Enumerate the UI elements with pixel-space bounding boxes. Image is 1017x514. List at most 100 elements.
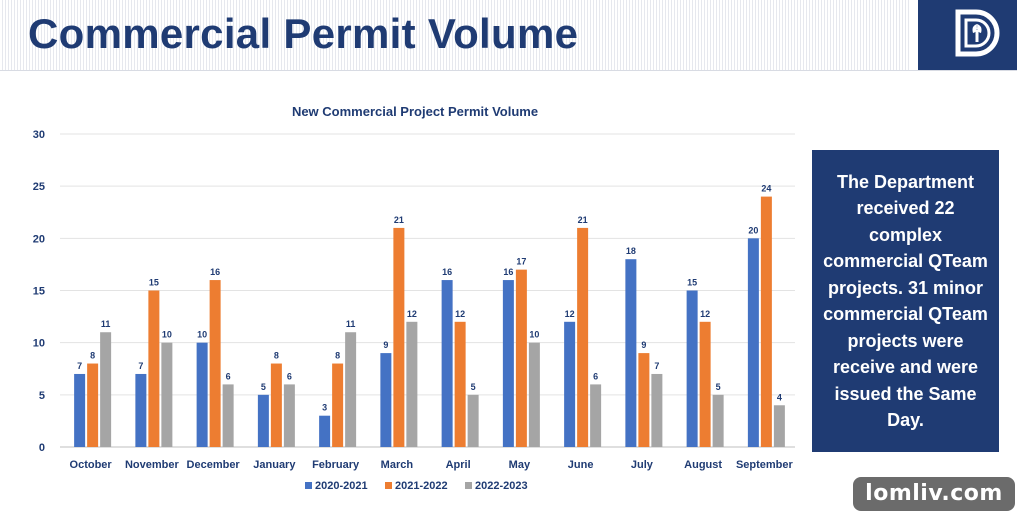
data-label: 21 — [578, 215, 588, 225]
data-label: 24 — [761, 184, 771, 194]
header-band — [0, 0, 1017, 71]
data-label: 12 — [565, 309, 575, 319]
data-label: 11 — [101, 319, 111, 329]
data-label: 7 — [138, 361, 143, 371]
bar-2022-2023 — [590, 384, 602, 447]
bar-2021-2022 — [332, 363, 344, 447]
x-tick-label: August — [684, 459, 722, 471]
data-label: 11 — [346, 319, 356, 329]
chart-title: New Commercial Project Permit Volume — [292, 104, 538, 119]
bar-2022-2023 — [100, 332, 112, 447]
bar-2022-2023 — [467, 394, 479, 447]
department-logo-icon — [955, 9, 1000, 57]
x-tick-label: April — [446, 459, 471, 471]
data-label: 6 — [226, 371, 231, 381]
data-label: 8 — [90, 351, 95, 361]
bar-2020-2021 — [625, 259, 637, 447]
data-label: 8 — [335, 351, 340, 361]
data-label: 6 — [287, 371, 292, 381]
bar-2021-2022 — [699, 321, 711, 447]
logo-stripe — [910, 0, 918, 70]
x-tick-label: January — [253, 459, 296, 471]
data-label: 8 — [274, 351, 279, 361]
x-tick-label: December — [187, 459, 241, 471]
data-label: 17 — [516, 257, 526, 267]
bar-2020-2021 — [747, 238, 759, 447]
data-label: 7 — [654, 361, 659, 371]
data-label: 12 — [455, 309, 465, 319]
bar-2022-2023 — [773, 405, 785, 447]
bar-2022-2023 — [528, 342, 540, 447]
data-label: 10 — [529, 330, 539, 340]
bar-2021-2022 — [209, 280, 221, 447]
x-tick-label: November — [125, 459, 180, 471]
bar-2020-2021 — [196, 342, 208, 447]
legend-swatch — [385, 482, 392, 489]
y-tick-label: 0 — [39, 442, 45, 454]
bar-2022-2023 — [651, 373, 663, 447]
data-label: 7 — [77, 361, 82, 371]
data-label: 16 — [210, 267, 220, 277]
bar-2021-2022 — [148, 290, 160, 447]
bar-2020-2021 — [74, 373, 86, 447]
data-label: 12 — [700, 309, 710, 319]
y-tick-label: 5 — [39, 390, 45, 402]
data-label: 10 — [162, 330, 172, 340]
data-label: 3 — [322, 403, 327, 413]
bar-2020-2021 — [441, 280, 453, 447]
data-label: 16 — [442, 267, 452, 277]
bar-2021-2022 — [270, 363, 282, 447]
data-label: 5 — [261, 382, 266, 392]
x-tick-label: March — [381, 459, 414, 471]
data-label: 12 — [407, 309, 417, 319]
data-label: 21 — [394, 215, 404, 225]
y-tick-label: 20 — [33, 233, 45, 245]
legend-label: 2021-2022 — [395, 480, 448, 492]
watermark: lomliv.com — [853, 477, 1015, 511]
info-box: The Department received 22 complex comme… — [812, 150, 999, 452]
bar-2020-2021 — [257, 394, 269, 447]
bar-2022-2023 — [283, 384, 295, 447]
x-tick-label: May — [509, 459, 531, 471]
bar-2020-2021 — [319, 415, 331, 447]
bar-2022-2023 — [222, 384, 234, 447]
bar-2022-2023 — [345, 332, 357, 447]
data-label: 15 — [149, 278, 159, 288]
y-tick-label: 15 — [33, 286, 45, 298]
bar-2022-2023 — [161, 342, 173, 447]
bar-2022-2023 — [406, 321, 418, 447]
bar-2021-2022 — [577, 227, 589, 447]
permit-volume-chart: New Commercial Project Permit Volume 0 5 1… — [33, 104, 795, 492]
bar-2021-2022 — [393, 227, 405, 447]
legend-label: 2020-2021 — [315, 480, 368, 492]
data-label: 20 — [748, 225, 758, 235]
x-tick-label: June — [568, 459, 594, 471]
data-label: 6 — [593, 371, 598, 381]
data-label: 16 — [503, 267, 513, 277]
data-label: 5 — [716, 382, 721, 392]
y-tick-label: 30 — [33, 129, 45, 141]
bar-2021-2022 — [760, 196, 772, 447]
data-label: 10 — [197, 330, 207, 340]
legend-label: 2022-2023 — [475, 480, 528, 492]
legend-swatch — [305, 482, 312, 489]
data-label: 15 — [687, 278, 697, 288]
bar-2020-2021 — [380, 353, 392, 447]
x-tick-label: July — [631, 459, 654, 471]
y-tick-label: 10 — [33, 338, 45, 350]
bar-2021-2022 — [638, 353, 650, 447]
page-title: Commercial Permit Volume — [28, 10, 579, 57]
data-label: 9 — [383, 340, 388, 350]
bar-2020-2021 — [502, 280, 514, 447]
bar-2020-2021 — [135, 373, 147, 447]
bar-2020-2021 — [564, 321, 576, 447]
info-box-text: The Department received 22 complex comme… — [823, 171, 988, 431]
x-tick-label: September — [736, 459, 794, 471]
bar-2021-2022 — [87, 363, 99, 447]
y-tick-label: 25 — [33, 181, 45, 193]
data-label: 4 — [777, 392, 782, 402]
bar-2021-2022 — [515, 269, 527, 447]
bar-2020-2021 — [686, 290, 698, 447]
legend-swatch — [465, 482, 472, 489]
data-label: 18 — [626, 246, 636, 256]
